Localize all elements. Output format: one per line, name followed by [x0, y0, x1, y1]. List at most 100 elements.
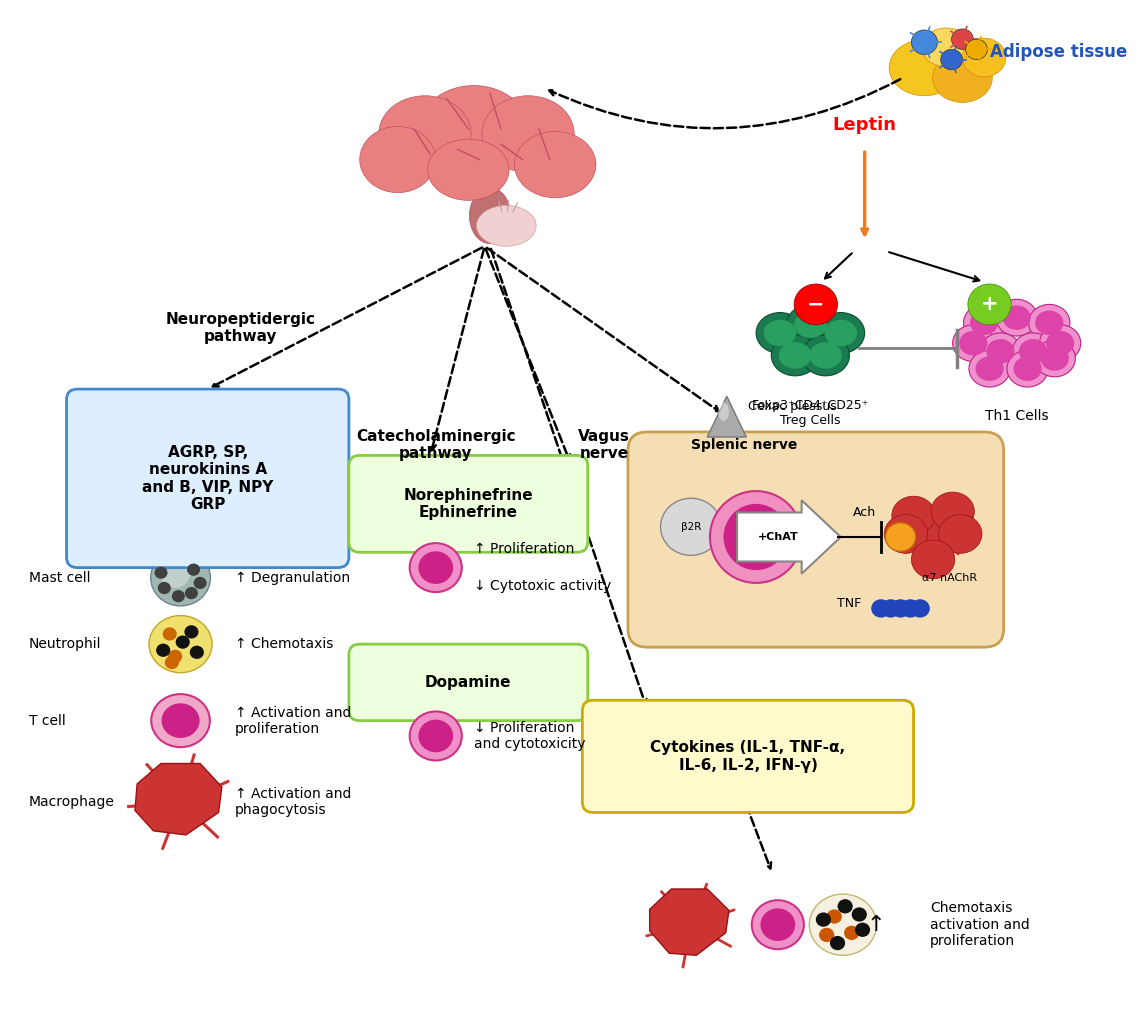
Circle shape [966, 39, 988, 59]
Text: ↓ Cytotoxic activity: ↓ Cytotoxic activity [473, 579, 611, 593]
Text: ↑: ↑ [866, 915, 885, 935]
Circle shape [163, 627, 176, 640]
Polygon shape [707, 396, 746, 437]
Text: Catecholaminergic
pathway: Catecholaminergic pathway [356, 429, 516, 461]
Ellipse shape [964, 305, 1005, 341]
Circle shape [187, 564, 201, 576]
Ellipse shape [889, 40, 959, 96]
Ellipse shape [418, 551, 453, 584]
Circle shape [901, 599, 920, 618]
Ellipse shape [809, 342, 842, 368]
Ellipse shape [996, 300, 1037, 336]
Circle shape [660, 498, 721, 555]
Ellipse shape [470, 187, 511, 243]
Ellipse shape [980, 332, 1021, 369]
Circle shape [826, 909, 842, 924]
Ellipse shape [1039, 324, 1081, 361]
Circle shape [941, 49, 963, 70]
Ellipse shape [709, 491, 802, 583]
Text: Macrophage: Macrophage [29, 795, 115, 809]
FancyBboxPatch shape [348, 455, 588, 552]
Ellipse shape [719, 402, 729, 420]
Text: Neutrophil: Neutrophil [29, 637, 101, 651]
Ellipse shape [968, 350, 1010, 387]
Text: Chemotaxis
activation and
proliferation: Chemotaxis activation and proliferation [929, 901, 1029, 948]
Text: Th1 Cells: Th1 Cells [984, 409, 1049, 424]
Circle shape [968, 284, 1011, 324]
Ellipse shape [752, 900, 803, 949]
Circle shape [794, 284, 838, 324]
Ellipse shape [763, 320, 796, 346]
Circle shape [155, 567, 167, 579]
Ellipse shape [160, 558, 190, 588]
Circle shape [881, 599, 901, 618]
Text: +: + [981, 295, 998, 314]
Text: AGRP, SP,
neurokinins A
and B, VIP, NPY
GRP: AGRP, SP, neurokinins A and B, VIP, NPY … [142, 445, 274, 512]
Ellipse shape [911, 515, 955, 553]
Polygon shape [650, 889, 729, 955]
Text: Neuropeptidergic
pathway: Neuropeptidergic pathway [165, 312, 315, 344]
Ellipse shape [761, 908, 795, 941]
Text: Celiac plessus: Celiac plessus [748, 400, 838, 413]
Circle shape [911, 30, 937, 54]
Ellipse shape [975, 356, 1004, 381]
Text: T cell: T cell [29, 714, 65, 727]
Ellipse shape [1019, 339, 1047, 363]
Text: Mast cell: Mast cell [29, 571, 91, 585]
Ellipse shape [1007, 350, 1049, 387]
Text: Splenic nerve: Splenic nerve [691, 438, 798, 452]
Ellipse shape [378, 96, 471, 172]
Ellipse shape [477, 206, 536, 247]
Ellipse shape [1035, 311, 1063, 335]
Ellipse shape [409, 543, 462, 592]
Circle shape [185, 625, 198, 638]
Circle shape [838, 899, 853, 914]
Ellipse shape [1029, 305, 1070, 341]
Text: −: − [807, 295, 825, 314]
Text: ↑ Activation and
phagocytosis: ↑ Activation and phagocytosis [235, 787, 351, 817]
Ellipse shape [1046, 330, 1074, 355]
Ellipse shape [723, 504, 788, 570]
Circle shape [855, 923, 870, 937]
Ellipse shape [1034, 340, 1075, 376]
Circle shape [190, 646, 204, 659]
Ellipse shape [419, 86, 528, 172]
FancyBboxPatch shape [66, 389, 348, 568]
Ellipse shape [151, 549, 211, 606]
Text: ↓ Proliferation
and cytotoxicity: ↓ Proliferation and cytotoxicity [473, 721, 586, 751]
Ellipse shape [162, 703, 199, 738]
Ellipse shape [482, 96, 574, 172]
Text: Ach: Ach [853, 505, 877, 519]
Ellipse shape [817, 313, 865, 353]
Text: ↑ Chemotaxis: ↑ Chemotaxis [235, 637, 333, 651]
Ellipse shape [939, 515, 982, 553]
Ellipse shape [809, 894, 877, 955]
Ellipse shape [911, 540, 955, 579]
Text: ↑ Activation and
proliferation: ↑ Activation and proliferation [235, 706, 351, 736]
Text: Foxp3⁺CD4⁺CD25⁺
Treg Cells: Foxp3⁺CD4⁺CD25⁺ Treg Cells [752, 399, 869, 428]
Circle shape [830, 936, 845, 950]
Ellipse shape [786, 305, 834, 345]
Text: Dopamine: Dopamine [425, 675, 511, 690]
Text: ↑ Degranulation: ↑ Degranulation [235, 571, 350, 585]
Ellipse shape [963, 38, 1006, 77]
Ellipse shape [1041, 346, 1069, 370]
Circle shape [816, 913, 831, 927]
Circle shape [819, 928, 834, 942]
Ellipse shape [885, 515, 927, 553]
Ellipse shape [931, 492, 974, 531]
FancyBboxPatch shape [348, 644, 588, 720]
FancyBboxPatch shape [582, 700, 913, 812]
FancyBboxPatch shape [628, 432, 1004, 648]
Circle shape [172, 590, 185, 603]
Ellipse shape [892, 496, 935, 535]
Text: Cytokines (IL-1, TNF-α,
IL-6, IL-2, IFN-γ): Cytokines (IL-1, TNF-α, IL-6, IL-2, IFN-… [651, 741, 846, 772]
Ellipse shape [756, 313, 803, 353]
Circle shape [158, 582, 171, 594]
Ellipse shape [952, 324, 994, 361]
Ellipse shape [409, 711, 462, 760]
Text: ↑ Proliferation: ↑ Proliferation [473, 542, 574, 557]
Text: Adipose tissue: Adipose tissue [989, 43, 1127, 61]
Ellipse shape [1003, 306, 1031, 329]
Ellipse shape [1012, 332, 1053, 369]
